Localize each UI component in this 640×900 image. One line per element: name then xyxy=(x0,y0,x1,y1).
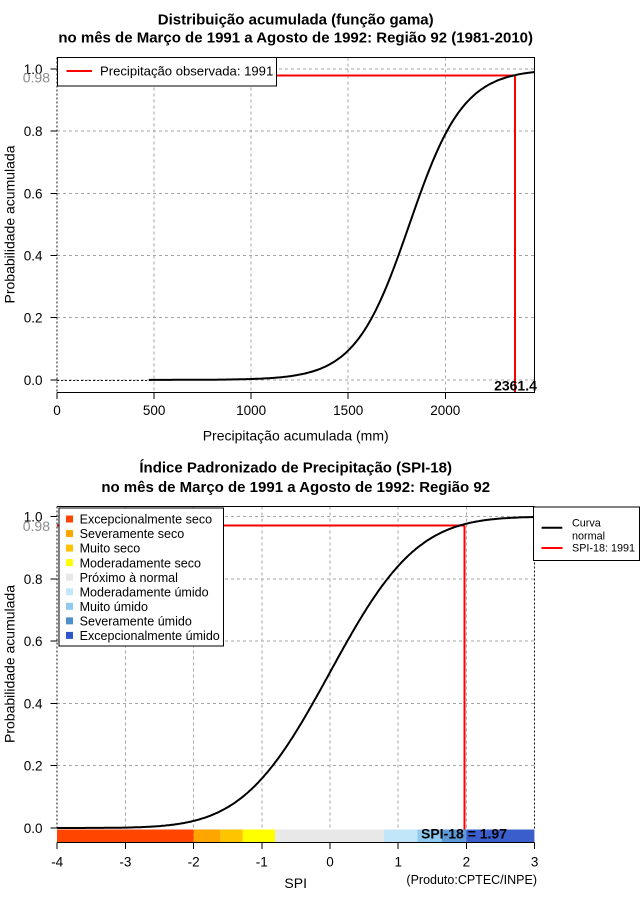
svg-text:no mês de Março de 1991 a Agos: no mês de Março de 1991 a Agosto de 1992… xyxy=(101,479,490,496)
svg-text:Excepcionalmente seco: Excepcionalmente seco xyxy=(80,513,213,527)
svg-text:Muito úmido: Muito úmido xyxy=(80,600,148,614)
svg-text:0.2: 0.2 xyxy=(24,759,43,774)
svg-text:2: 2 xyxy=(463,855,471,870)
svg-text:0.8: 0.8 xyxy=(24,572,43,587)
svg-text:0.98: 0.98 xyxy=(23,518,50,534)
svg-text:0.98: 0.98 xyxy=(23,70,50,86)
svg-text:1: 1 xyxy=(394,855,402,870)
svg-text:(Produto:CPTEC/INPE): (Produto:CPTEC/INPE) xyxy=(406,873,537,887)
svg-text:3: 3 xyxy=(531,855,539,870)
svg-text:0.8: 0.8 xyxy=(24,124,43,139)
svg-text:Próximo à normal: Próximo à normal xyxy=(80,571,178,585)
svg-text:0.2: 0.2 xyxy=(24,311,43,326)
svg-text:0.6: 0.6 xyxy=(24,634,43,649)
svg-text:Severamente seco: Severamente seco xyxy=(80,527,185,541)
svg-text:0.4: 0.4 xyxy=(24,248,43,263)
svg-text:-1: -1 xyxy=(256,855,268,870)
svg-text:0.0: 0.0 xyxy=(24,821,43,836)
svg-text:1000: 1000 xyxy=(236,403,266,418)
svg-text:2361.4: 2361.4 xyxy=(494,377,537,393)
svg-text:Probabilidade acumulada: Probabilidade acumulada xyxy=(2,145,18,303)
svg-text:1.0: 1.0 xyxy=(24,62,43,77)
svg-text:0: 0 xyxy=(53,403,61,418)
svg-text:0: 0 xyxy=(326,855,334,870)
svg-text:500: 500 xyxy=(143,403,166,418)
svg-text:2000: 2000 xyxy=(430,403,460,418)
svg-text:normal: normal xyxy=(572,531,605,543)
svg-text:Moderadamente úmido: Moderadamente úmido xyxy=(80,585,209,599)
svg-text:Probabilidade acumulada: Probabilidade acumulada xyxy=(2,585,18,743)
svg-text:SPI: SPI xyxy=(284,875,307,891)
svg-text:1.0: 1.0 xyxy=(24,510,43,525)
svg-text:-3: -3 xyxy=(119,855,131,870)
svg-text:SPI-18 = 1.97: SPI-18 = 1.97 xyxy=(421,826,507,842)
svg-text:no mês de Março de 1991 a Agos: no mês de Março de 1991 a Agosto de 1992… xyxy=(58,30,533,47)
svg-text:-4: -4 xyxy=(51,855,63,870)
svg-text:0.6: 0.6 xyxy=(24,186,43,201)
svg-text:-2: -2 xyxy=(188,855,200,870)
svg-text:1500: 1500 xyxy=(333,403,363,418)
svg-text:Severamente úmido: Severamente úmido xyxy=(80,614,192,628)
svg-text:Precipitação acumulada (mm): Precipitação acumulada (mm) xyxy=(203,428,389,444)
svg-text:Moderadamente seco: Moderadamente seco xyxy=(80,556,201,570)
svg-text:Curva: Curva xyxy=(572,518,601,530)
svg-text:SPI-18: 1991: SPI-18: 1991 xyxy=(572,543,635,555)
svg-text:Precipitação observada: 1991: Precipitação observada: 1991 xyxy=(100,64,273,79)
svg-text:0.0: 0.0 xyxy=(24,373,43,388)
svg-text:Distribuição acumulada (função: Distribuição acumulada (função gama) xyxy=(158,11,434,28)
svg-text:Índice Padronizado de Precipit: Índice Padronizado de Precipitação (SPI-… xyxy=(139,460,452,477)
svg-text:Excepcionalmente úmido: Excepcionalmente úmido xyxy=(80,629,220,643)
svg-text:0.4: 0.4 xyxy=(24,696,43,711)
svg-text:Muito seco: Muito seco xyxy=(80,542,141,556)
